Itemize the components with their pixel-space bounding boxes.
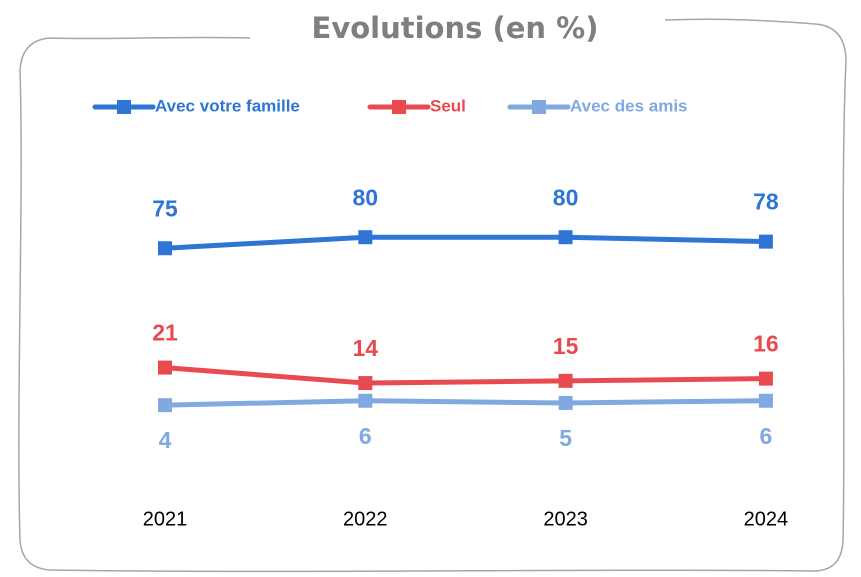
data-label: 6 bbox=[760, 423, 773, 449]
legend-marker bbox=[392, 100, 406, 114]
data-label: 80 bbox=[353, 184, 379, 210]
data-label: 80 bbox=[553, 184, 579, 210]
data-label: 4 bbox=[159, 427, 172, 453]
point bbox=[158, 398, 172, 413]
data-label: 14 bbox=[353, 335, 379, 361]
point bbox=[558, 230, 573, 245]
point bbox=[758, 371, 773, 386]
point bbox=[558, 395, 573, 410]
frame bbox=[18, 18, 847, 573]
x-tick-label: 2024 bbox=[744, 508, 789, 530]
x-tick-label: 2023 bbox=[543, 508, 588, 530]
point bbox=[758, 234, 773, 249]
legend-label: Seul bbox=[430, 96, 466, 115]
data-label: 6 bbox=[359, 423, 372, 449]
legend-marker bbox=[117, 100, 131, 114]
legend-label: Avec des amis bbox=[570, 96, 688, 115]
series-line bbox=[164, 365, 766, 386]
point bbox=[558, 373, 573, 388]
point bbox=[358, 230, 373, 245]
x-tick-label: 2022 bbox=[343, 508, 388, 530]
point bbox=[358, 376, 373, 391]
series-line bbox=[164, 234, 766, 251]
legend-marker bbox=[532, 100, 546, 114]
legend-label: Avec votre famille bbox=[155, 96, 300, 115]
chart-title: Evolutions (en %) bbox=[312, 11, 599, 45]
data-label: 15 bbox=[553, 333, 579, 359]
point bbox=[158, 360, 172, 375]
x-tick-label: 2021 bbox=[143, 508, 188, 530]
series-line bbox=[164, 398, 766, 408]
data-label: 16 bbox=[753, 331, 779, 357]
data-label: 75 bbox=[152, 195, 178, 221]
data-label: 5 bbox=[559, 425, 572, 451]
data-label: 21 bbox=[152, 320, 178, 346]
data-label: 78 bbox=[753, 189, 779, 215]
point bbox=[358, 393, 373, 408]
point bbox=[158, 241, 172, 256]
point bbox=[758, 393, 773, 408]
